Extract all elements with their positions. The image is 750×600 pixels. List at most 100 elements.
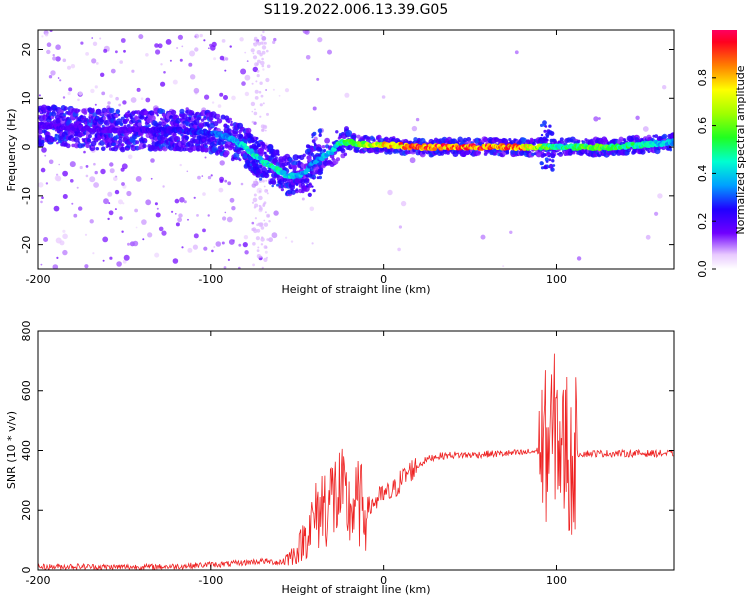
heatmap-speckle [262, 102, 265, 105]
heatmap-ridge-cell [281, 170, 287, 175]
heatmap-speckle [409, 157, 416, 164]
heatmap-speckle [183, 200, 187, 204]
heatmap-cell [230, 123, 234, 127]
heatmap-cell [255, 140, 259, 144]
heatmap-cell [323, 149, 327, 152]
heatmap-cell [198, 136, 202, 139]
heatmap-cell [247, 137, 251, 142]
heatmap-cell [135, 140, 140, 145]
heatmap-speckle [227, 258, 230, 261]
heatmap-cell [372, 138, 376, 142]
heatmap-cell [101, 107, 108, 114]
heatmap-speckle [79, 165, 83, 170]
heatmap-cell [654, 134, 659, 139]
heatmap-speckle [161, 230, 167, 236]
heatmap-ridge-cell [332, 147, 337, 152]
heatmap-speckle [252, 66, 258, 73]
heatmap-speckle [256, 74, 260, 78]
colorbar-tick-label: 0.2 [696, 212, 709, 230]
heatmap-cell [252, 140, 255, 143]
heatmap-speckle [40, 263, 43, 266]
heatmap-cell [41, 140, 45, 144]
heatmap-cell [51, 111, 57, 117]
heatmap-cell [151, 111, 155, 115]
colorbar-tick-label: 0.6 [696, 117, 709, 135]
y-tick-label: -20 [20, 236, 33, 254]
heatmap-speckle [116, 261, 122, 267]
heatmap-speckle [68, 87, 73, 92]
heatmap-speckle [181, 45, 184, 48]
heatmap-speckle [187, 218, 189, 221]
heatmap-cell [216, 113, 221, 118]
heatmap-speckle [140, 97, 144, 100]
heatmap-speckle [260, 94, 264, 98]
heatmap-speckle [76, 186, 79, 189]
heatmap-cell [413, 137, 418, 142]
heatmap-speckle [397, 247, 401, 252]
heatmap-speckle [635, 115, 640, 121]
heatmap-speckle [92, 41, 98, 46]
heatmap-speckle [122, 259, 127, 264]
heatmap-cell [203, 147, 209, 153]
heatmap-speckle [263, 185, 266, 188]
heatmap-speckle [254, 62, 259, 67]
heatmap-cell [462, 137, 468, 143]
heatmap-cell [234, 157, 238, 161]
heatmap-cell [114, 113, 119, 118]
heatmap-cell [336, 157, 340, 162]
x-tick-label: 0 [380, 273, 387, 286]
heatmap-speckle [252, 180, 257, 184]
heatmap-cell [318, 169, 322, 173]
heatmap-cell [125, 118, 130, 122]
heatmap-speckle [150, 177, 153, 180]
heatmap-cell [662, 133, 668, 139]
heatmap-speckle [197, 175, 201, 180]
heatmap-speckle [265, 77, 270, 83]
heatmap-speckle [264, 211, 267, 214]
heatmap-speckle [263, 201, 267, 205]
heatmap-speckle [56, 256, 59, 259]
heatmap-speckle [244, 51, 247, 54]
heatmap-speckle [255, 236, 260, 241]
heatmap-speckle [48, 159, 54, 165]
heatmap-speckle [316, 77, 320, 81]
heatmap-speckle [254, 96, 259, 100]
heatmap-speckle [194, 47, 199, 52]
heatmap-cell [318, 147, 323, 152]
heatmap-speckle [254, 108, 256, 111]
heatmap-speckle [231, 206, 236, 211]
heatmap-cell [83, 111, 88, 115]
heatmap-speckle [400, 200, 407, 207]
heatmap-cell [96, 116, 99, 119]
heatmap-cell [127, 110, 131, 114]
heatmap-speckle [502, 265, 505, 268]
heatmap-speckle [317, 37, 323, 43]
heatmap-speckle [229, 197, 235, 203]
heatmap-cell [311, 168, 314, 171]
heatmap-cell [193, 119, 200, 126]
heatmap-cell [548, 155, 551, 158]
heatmap-speckle [92, 252, 95, 255]
heatmap-cell [542, 120, 547, 126]
heatmap-speckle [99, 37, 102, 40]
heatmap-cell [670, 132, 674, 139]
heatmap-speckle [252, 242, 256, 246]
heatmap-cell [203, 115, 207, 119]
heatmap-cell [311, 185, 314, 188]
heatmap-speckle [256, 69, 260, 73]
heatmap-cell [213, 121, 219, 127]
heatmap-speckle [95, 62, 99, 65]
x-tick-label: 100 [546, 574, 567, 587]
heatmap-cell [295, 183, 299, 186]
heatmap-speckle [181, 246, 184, 249]
heatmap-speckle [123, 49, 126, 53]
y-tick-label: 200 [20, 500, 33, 521]
heatmap-speckle [160, 81, 166, 87]
heatmap-speckle [253, 206, 257, 209]
heatmap-speckle [284, 88, 290, 93]
heatmap-speckle [240, 68, 247, 75]
heatmap-cell [552, 164, 556, 167]
heatmap-speckle [266, 256, 268, 259]
heatmap-speckle [265, 246, 268, 249]
heatmap-cell [252, 162, 257, 167]
